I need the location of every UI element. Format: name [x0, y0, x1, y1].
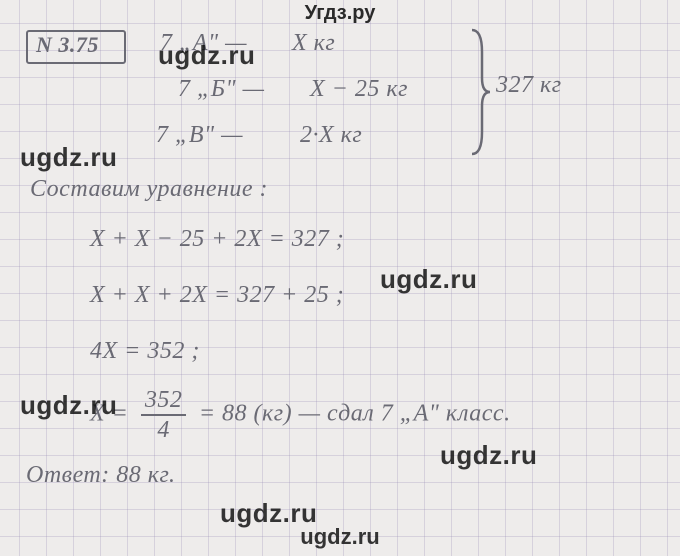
curly-brace-icon [468, 28, 492, 156]
watermark: ugdz.ru [380, 264, 477, 295]
problem-number: N 3.75 [36, 32, 99, 58]
given-row-class: 7 „В" — [156, 122, 243, 149]
watermark: ugdz.ru [440, 440, 537, 471]
given-row-expr: Х − 25 кг [310, 76, 408, 103]
answer-line: Ответ: 88 кг. [26, 462, 176, 489]
given-row-expr: Х кг [292, 30, 335, 57]
given-row-class: 7 „Б" — [178, 76, 264, 103]
given-total: 327 кг [496, 72, 562, 99]
equation-fraction-line: Х = 352 4 = 88 (кг) — сдал 7 „А" класс. [90, 388, 511, 442]
watermark: ugdz.ru [20, 390, 117, 421]
equation-line: Х + Х − 25 + 2Х = 327 ; [90, 226, 344, 253]
site-header: Угдз.ру [0, 2, 680, 25]
given-row-expr: 2·Х кг [300, 122, 362, 149]
fraction-denominator: 4 [141, 416, 187, 442]
footer-watermark: ugdz.ru [0, 524, 680, 550]
watermark: ugdz.ru [158, 40, 255, 71]
fraction-suffix: = 88 (кг) — сдал 7 „А" класс. [199, 401, 511, 427]
fraction: 352 4 [141, 388, 187, 442]
step-text: Составим уравнение : [30, 176, 268, 203]
watermark: ugdz.ru [20, 142, 117, 173]
equation-line: Х + Х + 2Х = 327 + 25 ; [90, 282, 344, 309]
equation-line: 4Х = 352 ; [90, 338, 200, 365]
fraction-numerator: 352 [141, 388, 187, 416]
